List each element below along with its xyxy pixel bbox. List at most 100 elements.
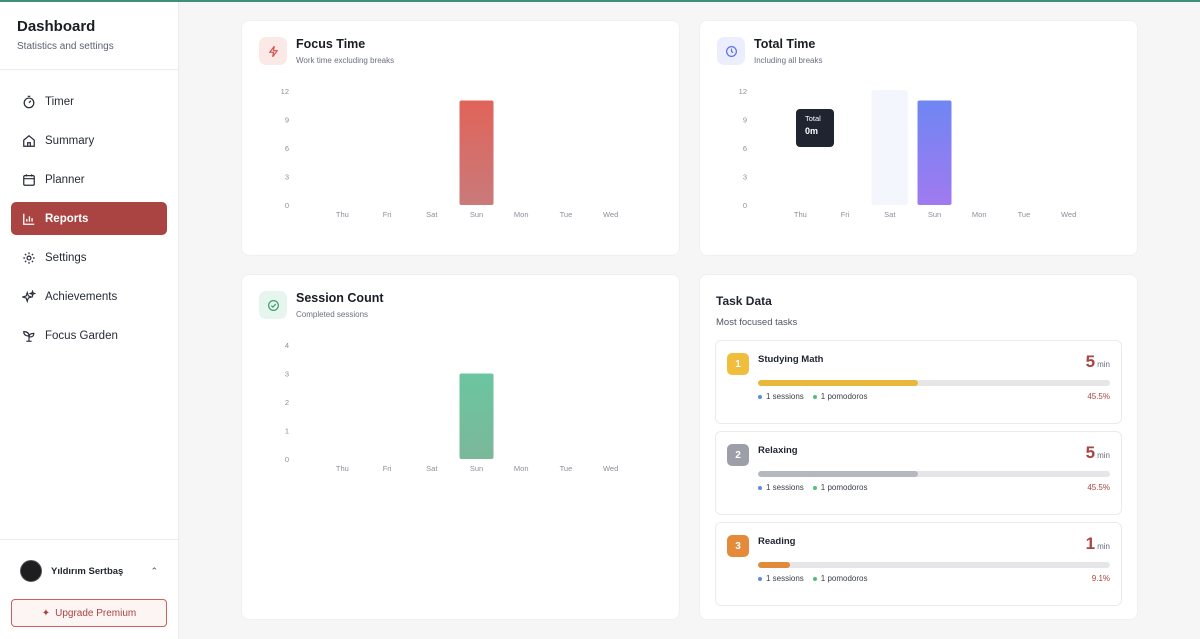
x-tick-label: Wed <box>1061 210 1076 219</box>
task-pomodoros: 1 pomodoros <box>820 483 868 492</box>
progress-track <box>758 562 1110 568</box>
x-tick-label: Wed <box>603 210 618 219</box>
bar-chart-icon <box>22 212 36 226</box>
pomodoros-dot <box>812 576 817 581</box>
task-meta: 1 sessions 1 pomodoros <box>758 392 868 401</box>
task-meta: 1 sessions 1 pomodoros <box>758 483 868 492</box>
x-tick-label: Fri <box>383 210 392 219</box>
y-tick-label: 6 <box>285 144 289 153</box>
upgrade-premium-button[interactable]: ✦ Upgrade Premium <box>11 599 167 627</box>
y-tick-label: 2 <box>285 398 289 407</box>
x-tick-label: Thu <box>336 464 349 473</box>
sidebar-header: Dashboard Statistics and settings <box>0 2 178 70</box>
y-tick-label: 0 <box>743 201 747 210</box>
task-item[interactable]: 3 Reading 1 min 1 sessions 1 pomodoros 9.… <box>715 522 1122 606</box>
chevron-up-icon[interactable]: ⌃ <box>150 565 158 576</box>
sidebar-item-reports[interactable]: Reports <box>11 202 167 235</box>
x-tick-label: Mon <box>972 210 987 219</box>
sidebar-item-label: Reports <box>45 212 89 225</box>
sidebar-item-label: Focus Garden <box>45 329 118 342</box>
card-title: Focus Time <box>296 37 366 51</box>
card-subtitle: Work time excluding breaks <box>296 56 395 65</box>
sidebar-item-settings[interactable]: Settings <box>11 241 167 274</box>
chart-bar[interactable] <box>459 373 494 460</box>
x-tick-label: Fri <box>841 210 850 219</box>
sidebar: Dashboard Statistics and settings Timer … <box>0 2 179 639</box>
task-percent: 45.5% <box>1087 483 1110 492</box>
total-time-chart: 0 3 6 9 12 Thu Fri Sat Sun Mon Tue Wed <box>739 87 1077 219</box>
sessions-dot <box>758 394 762 399</box>
sidebar-item-focus-garden[interactable]: Focus Garden <box>11 319 167 352</box>
x-tick-label: Sat <box>426 464 438 473</box>
sprout-icon <box>22 329 36 343</box>
y-tick-label: 3 <box>743 173 747 182</box>
task-item[interactable]: 2 Relaxing 5 min 1 sessions 1 pomodoros 4… <box>715 431 1122 515</box>
x-tick-label: Tue <box>1018 210 1031 219</box>
y-tick-label: 12 <box>739 87 747 96</box>
x-tick-label: Sun <box>928 210 941 219</box>
task-percent: 45.5% <box>1087 392 1110 401</box>
rank-badge: 3 <box>727 535 749 557</box>
pomodoros-dot <box>812 485 817 490</box>
y-tick-label: 9 <box>743 116 747 125</box>
tooltip-value: 0m <box>805 126 819 136</box>
clock-icon <box>717 37 745 65</box>
task-pomodoros: 1 pomodoros <box>820 574 868 583</box>
card-title: Task Data <box>716 294 772 308</box>
task-minutes: 5 min <box>1085 352 1110 371</box>
sidebar-item-summary[interactable]: Summary <box>11 124 167 157</box>
lightning-icon <box>259 37 287 65</box>
sidebar-item-label: Planner <box>45 173 85 186</box>
sidebar-item-label: Achievements <box>45 290 118 303</box>
home-icon <box>22 134 36 148</box>
session-count-card: 0 1 2 3 4 Thu Fri Sat Sun Mon Tue Wed Session Count… <box>241 274 680 620</box>
y-tick-label: 0 <box>285 201 289 210</box>
sidebar-item-timer[interactable]: Timer <box>11 85 167 118</box>
sidebar-subtitle: Statistics and settings <box>17 41 114 52</box>
sidebar-item-label: Settings <box>45 251 87 264</box>
sidebar-item-planner[interactable]: Planner <box>11 163 167 196</box>
sparkles-icon: ✦ <box>41 607 51 619</box>
task-sessions: 1 sessions <box>766 392 804 401</box>
progress-fill <box>758 471 919 477</box>
card-subtitle: Including all breaks <box>754 56 823 65</box>
y-tick-label: 12 <box>281 87 289 96</box>
focus-time-card: 0 3 6 9 12 Thu Fri Sat Sun Mon Tue Wed Focus Time W… <box>241 20 680 256</box>
chart-bar[interactable] <box>917 100 952 206</box>
user-menu[interactable]: Yıldırım Sertbaş ⌃ <box>0 540 178 582</box>
y-tick-label: 0 <box>285 455 289 464</box>
progress-fill <box>758 380 919 386</box>
x-tick-label: Thu <box>336 210 349 219</box>
user-name: Yıldırım Sertbaş <box>51 565 124 577</box>
sidebar-footer: Yıldırım Sertbaş ⌃ ✦ Upgrade Premium <box>0 539 178 639</box>
sidebar-item-achievements[interactable]: Achievements <box>11 280 167 313</box>
x-tick-label: Thu <box>794 210 807 219</box>
progress-track <box>758 471 1110 477</box>
card-subtitle: Completed sessions <box>296 310 369 319</box>
card-title: Total Time <box>754 37 816 51</box>
sidebar-item-label: Summary <box>45 134 95 147</box>
task-pomodoros: 1 pomodoros <box>820 392 868 401</box>
task-name: Relaxing <box>758 445 798 456</box>
y-tick-label: 9 <box>285 116 289 125</box>
task-sessions: 1 sessions <box>766 574 804 583</box>
chart-bar[interactable] <box>459 100 494 206</box>
task-item[interactable]: 1 Studying Math 5 min 1 sessions 1 pomodo… <box>715 340 1122 424</box>
card-subtitle: Most focused tasks <box>716 317 798 328</box>
task-minutes: 5 min <box>1085 443 1110 462</box>
task-name: Reading <box>758 536 796 547</box>
rank-badge: 2 <box>727 444 749 466</box>
x-tick-label: Tue <box>560 210 573 219</box>
y-tick-label: 3 <box>285 370 289 379</box>
x-tick-label: Sat <box>426 210 438 219</box>
task-percent: 9.1% <box>1091 574 1110 583</box>
y-tick-label: 3 <box>285 173 289 182</box>
hover-highlight <box>871 90 909 205</box>
focus-time-chart: 0 3 6 9 12 Thu Fri Sat Sun Mon Tue Wed <box>281 87 619 219</box>
x-tick-label: Sun <box>470 464 483 473</box>
tooltip-label: Total <box>805 114 821 123</box>
card-title: Session Count <box>296 291 384 305</box>
sessions-dot <box>758 576 762 581</box>
top-accent-line <box>0 0 1200 2</box>
task-minutes: 1 min <box>1085 534 1110 553</box>
